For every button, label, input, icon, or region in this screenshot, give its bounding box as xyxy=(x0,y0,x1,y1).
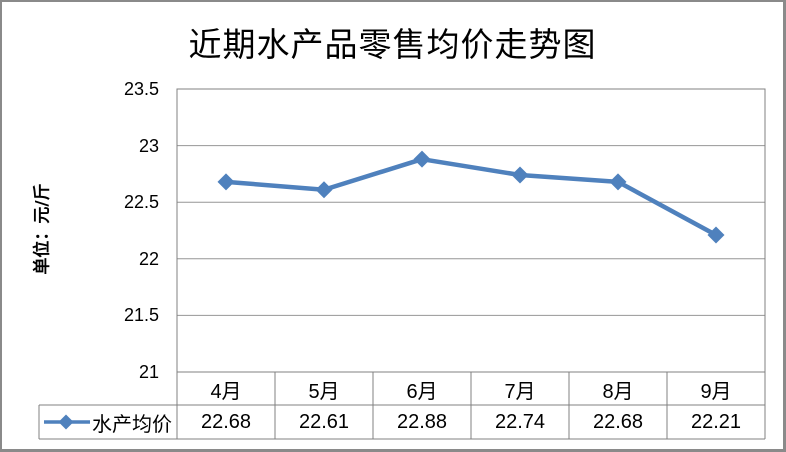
legend-series-label: 水产均价 xyxy=(92,412,172,436)
data-point-marker xyxy=(315,181,333,199)
legend-key-marker xyxy=(58,414,74,430)
chart-title: 近期水产品零售均价走势图 xyxy=(188,25,597,64)
data-table-value-cell: 22.68 xyxy=(200,411,252,433)
y-axis-tick-label: 23.5 xyxy=(123,79,159,99)
data-table-month-cell: 9月 xyxy=(700,380,732,403)
data-point-marker xyxy=(217,173,235,191)
data-table-value-cell: 22.88 xyxy=(396,411,448,433)
plot-border xyxy=(176,88,766,373)
data-table-value-cell: 22.21 xyxy=(690,411,742,433)
data-table-value-cell: 22.74 xyxy=(494,411,546,433)
data-point-marker xyxy=(609,173,627,191)
series-line xyxy=(223,156,719,238)
data-table-value-cell: 22.68 xyxy=(592,411,644,433)
y-axis-tick-label: 22 xyxy=(138,248,159,269)
data-table-value-cell: 22.61 xyxy=(298,411,350,433)
y-axis-tick-label: 23 xyxy=(138,135,159,156)
y-axis-tick-label: 21 xyxy=(138,362,159,382)
data-point-marker xyxy=(511,166,529,184)
data-table-month-cell: 6月 xyxy=(406,380,438,403)
data-table-month-cell: 7月 xyxy=(504,380,536,403)
data-point-marker xyxy=(707,226,725,244)
y-axis-tick-label: 22.5 xyxy=(123,192,159,213)
data-point-marker xyxy=(413,150,431,168)
data-table-month-cell: 5月 xyxy=(308,380,340,403)
y-axis-tick-label: 21.5 xyxy=(123,305,159,326)
data-table-month-cell: 8月 xyxy=(602,380,634,403)
data-table-month-cell: 4月 xyxy=(210,380,242,403)
